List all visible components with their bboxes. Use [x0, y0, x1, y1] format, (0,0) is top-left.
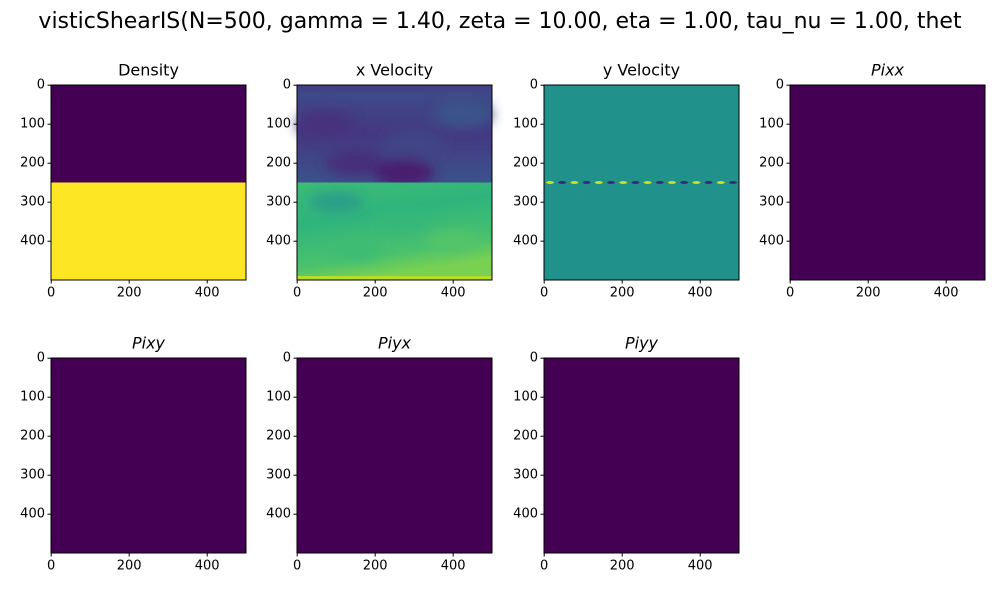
axes-frame — [789, 84, 986, 281]
subplot-title: Piyy — [625, 334, 659, 353]
x-tick-label: 200 — [856, 286, 881, 301]
y-tick-label: 400 — [513, 234, 538, 249]
x-tick-label: 0 — [293, 559, 301, 574]
x-tick-label: 400 — [688, 286, 713, 301]
image — [544, 358, 739, 553]
y-tick-label: 0 — [776, 78, 784, 93]
y-tick-label: 200 — [20, 156, 45, 171]
image — [51, 85, 246, 280]
y-tick-label: 400 — [759, 234, 784, 249]
x-tick-label: 200 — [610, 286, 635, 301]
y-tick-label: 100 — [759, 117, 784, 132]
x-tick-label: 0 — [293, 286, 301, 301]
y-tick-label: 200 — [513, 156, 538, 171]
subplot: x Velocity 0 200 400 0 100 200 300 400 — [266, 61, 493, 301]
image — [544, 85, 739, 280]
x-tick-label: 400 — [441, 559, 466, 574]
x-tick-label: 400 — [195, 286, 220, 301]
y-tick-label: 300 — [513, 468, 538, 483]
x-tick-label: 400 — [441, 286, 466, 301]
x-tick-label: 200 — [117, 286, 142, 301]
y-tick-label: 400 — [513, 507, 538, 522]
y-tick-label: 200 — [20, 429, 45, 444]
x-tick-label: 0 — [47, 559, 55, 574]
y-tick-label: 200 — [266, 156, 291, 171]
y-tick-label: 100 — [513, 117, 538, 132]
x-tick-label: 200 — [117, 559, 142, 574]
axes-frame — [50, 84, 247, 281]
x-tick-label: 200 — [610, 559, 635, 574]
y-tick-label: 300 — [759, 195, 784, 210]
x-tick-label: 400 — [934, 286, 959, 301]
y-tick-label: 300 — [266, 468, 291, 483]
y-tick-label: 300 — [20, 195, 45, 210]
y-tick-label: 0 — [283, 78, 291, 93]
x-tick-label: 400 — [688, 559, 713, 574]
axes-frame — [543, 84, 740, 281]
y-tick-label: 200 — [513, 429, 538, 444]
image — [296, 85, 493, 280]
x-tick-label: 200 — [363, 286, 388, 301]
y-tick-label: 400 — [20, 507, 45, 522]
y-tick-label: 0 — [37, 351, 45, 366]
x-tick-label: 400 — [195, 559, 220, 574]
axes-frame — [296, 357, 493, 554]
subplot: Piyx 0 200 400 0 100 200 300 400 — [266, 334, 493, 574]
image — [297, 358, 492, 553]
y-tick-label: 0 — [37, 78, 45, 93]
y-tick-label: 0 — [283, 351, 291, 366]
y-tick-label: 400 — [20, 234, 45, 249]
y-tick-label: 0 — [530, 351, 538, 366]
subplot: Piyy 0 200 400 0 100 200 300 400 — [513, 334, 740, 574]
subplot: Pixx 0 200 400 0 100 200 300 400 — [759, 61, 986, 301]
y-tick-label: 100 — [513, 390, 538, 405]
y-tick-label: 400 — [266, 507, 291, 522]
subplot-title: Pixy — [132, 334, 166, 353]
subplot-title: Density — [118, 61, 179, 80]
x-tick-label: 0 — [786, 286, 794, 301]
subplot-title: y Velocity — [603, 61, 680, 80]
image — [51, 358, 246, 553]
y-tick-label: 300 — [266, 195, 291, 210]
y-tick-label: 300 — [513, 195, 538, 210]
y-tick-label: 100 — [20, 117, 45, 132]
subplot-title: Pixx — [871, 61, 905, 80]
y-tick-label: 200 — [759, 156, 784, 171]
image — [790, 85, 985, 280]
x-tick-label: 0 — [47, 286, 55, 301]
y-tick-label: 100 — [266, 390, 291, 405]
x-tick-label: 200 — [363, 559, 388, 574]
figure-title: visticShearIS(N=500, gamma = 1.40, zeta … — [38, 9, 962, 34]
y-tick-label: 300 — [20, 468, 45, 483]
axes-frame — [296, 84, 493, 281]
subplot: y Velocity 0 200 400 0 100 200 300 400 — [513, 61, 740, 301]
axes-frame — [543, 357, 740, 554]
x-tick-label: 0 — [540, 559, 548, 574]
x-tick-label: 0 — [540, 286, 548, 301]
axes-frame — [50, 357, 247, 554]
y-tick-label: 100 — [266, 117, 291, 132]
subplot-title: x Velocity — [356, 61, 433, 80]
y-tick-label: 200 — [266, 429, 291, 444]
y-tick-label: 100 — [20, 390, 45, 405]
y-tick-label: 400 — [266, 234, 291, 249]
subplot-title: Piyx — [378, 334, 412, 353]
y-tick-label: 0 — [530, 78, 538, 93]
subplot: Pixy 0 200 400 0 100 200 300 400 — [20, 334, 247, 574]
subplot: Density 0 200 400 0 100 200 300 400 — [20, 61, 247, 301]
